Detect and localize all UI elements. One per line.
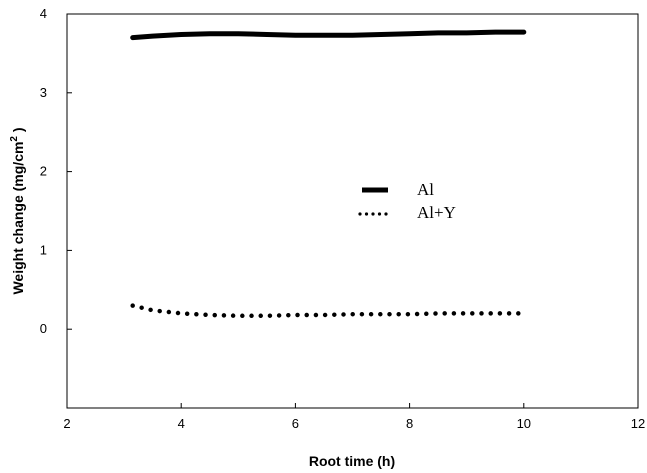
x-tick-label: 4: [178, 416, 185, 431]
legend-dot: [358, 212, 362, 216]
legend: Al Al+Y: [358, 180, 456, 222]
legend-dot: [377, 212, 382, 216]
x-tick-label: 12: [631, 416, 645, 431]
legend-dot: [371, 212, 375, 216]
y-axis-ticks: 0 1 2 3 4: [40, 6, 72, 336]
y-axis-title-superscript: 2: [9, 136, 20, 142]
x-axis-title: Root time (h): [309, 453, 395, 469]
y-tick-label: 1: [40, 242, 47, 257]
y-axis-title: Weight change (mg/cm2 ): [9, 127, 26, 294]
legend-swatch-al-y: [358, 212, 388, 216]
legend-label-al: Al: [417, 180, 434, 199]
plot-frame: [66, 13, 639, 409]
y-tick-label: 4: [40, 6, 47, 21]
legend-dot: [384, 212, 388, 216]
y-axis-title-end: ): [10, 127, 26, 136]
x-tick-label: 6: [292, 416, 299, 431]
x-axis-ticks: 2 4 6 8 10 12: [63, 403, 645, 431]
x-tick-label: 8: [406, 416, 413, 431]
x-tick-label: 10: [517, 416, 531, 431]
series-al-line: [130, 29, 527, 41]
x-tick-label: 2: [63, 416, 70, 431]
y-axis-title-main: Weight change (mg/cm: [10, 142, 26, 295]
legend-label-al-y: Al+Y: [417, 203, 456, 222]
y-tick-label: 0: [40, 321, 47, 336]
y-tick-label: 2: [40, 164, 47, 179]
series-layer: [130, 29, 527, 319]
series-al-y-line: [130, 303, 527, 319]
y-tick-label: 3: [40, 85, 47, 100]
legend-dot: [364, 212, 369, 216]
